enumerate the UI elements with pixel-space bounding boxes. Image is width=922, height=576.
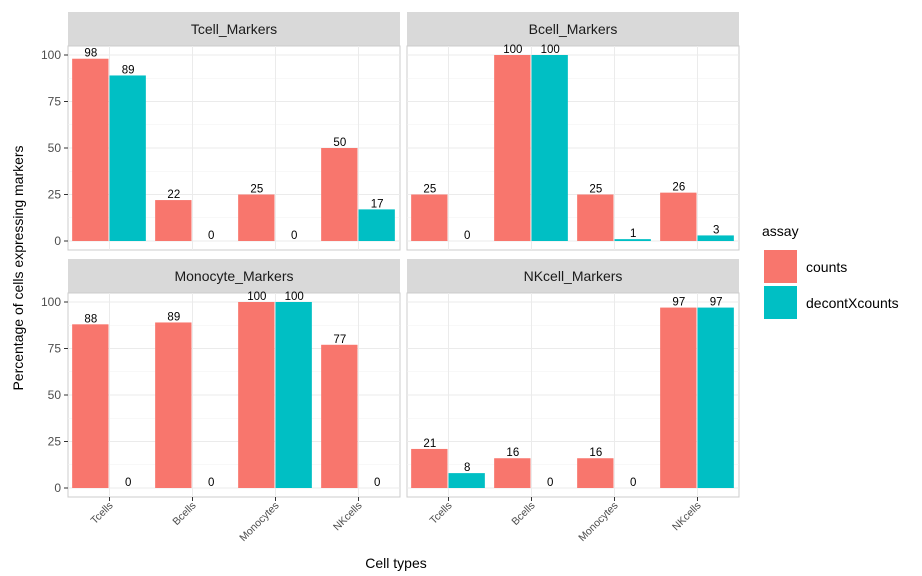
bar-decontxcounts <box>448 473 485 488</box>
y-tick-label: 0 <box>54 481 61 495</box>
bar-decontxcounts <box>531 55 568 241</box>
y-tick-label: 50 <box>48 141 62 155</box>
bar-counts <box>411 448 448 488</box>
facet-strip-label: NKcell_Markers <box>524 268 623 284</box>
x-tick-label: Bcells <box>170 500 198 528</box>
x-tick-label: Monocytes <box>576 500 620 544</box>
facet-panel: Tcell_Markers 98 22 25 50 89 0 0 17 0 25 50 75 100 <box>41 12 401 251</box>
bar-value-label: 100 <box>247 291 266 303</box>
bar-value-label: 22 <box>167 189 180 201</box>
facet-strip <box>68 259 400 293</box>
bar-value-label: 0 <box>464 230 470 242</box>
bar-counts <box>660 192 697 241</box>
facet-strip <box>407 259 739 293</box>
bar-decontxcounts <box>275 302 312 488</box>
bar-counts <box>494 458 531 488</box>
y-axis-title: Percentage of cells expressing markers <box>10 145 26 390</box>
bar-value-label: 97 <box>710 297 723 309</box>
legend: assay counts decontXcounts <box>762 223 899 319</box>
bar-decontxcounts <box>614 239 651 241</box>
bar-value-label: 50 <box>333 137 346 149</box>
bar-value-label: 100 <box>503 44 522 56</box>
bar-value-label: 16 <box>506 447 519 459</box>
bar-counts <box>660 307 697 488</box>
bar-value-label: 0 <box>291 230 297 242</box>
y-tick-label: 25 <box>48 435 62 449</box>
x-axis-title: Cell types <box>365 555 426 571</box>
facet-panel: NKcell_Markers 21 16 16 97 8 0 0 97 Tcells Bcells M… <box>406 259 740 544</box>
x-tick-label: Bcells <box>509 500 537 528</box>
x-tick-label: NKcells <box>670 500 704 534</box>
bar-value-label: 98 <box>84 48 97 60</box>
legend-label-decontxcounts: decontXcounts <box>806 295 899 311</box>
bar-value-label: 0 <box>630 477 636 489</box>
bar-value-label: 0 <box>208 477 214 489</box>
y-tick-label: 0 <box>54 234 61 248</box>
bar-value-label: 89 <box>167 311 180 323</box>
bar-counts <box>155 200 192 241</box>
facet-strip <box>407 12 739 46</box>
legend-swatch-decontxcounts <box>764 286 797 319</box>
y-tick-label: 25 <box>48 188 62 202</box>
bar-value-label: 100 <box>541 44 560 56</box>
bar-value-label: 89 <box>122 64 135 76</box>
bar-value-label: 1 <box>630 228 636 240</box>
x-tick-label: Monocytes <box>237 500 281 544</box>
bar-decontxcounts <box>358 209 395 241</box>
facet-strip-label: Monocyte_Markers <box>174 268 293 284</box>
legend-title: assay <box>762 223 799 239</box>
bar-counts <box>155 322 192 488</box>
bar-counts <box>321 344 358 488</box>
bar-decontxcounts <box>697 307 734 488</box>
bar-value-label: 0 <box>208 230 214 242</box>
bar-value-label: 0 <box>374 477 380 489</box>
x-tick-label: NKcells <box>331 500 365 534</box>
bar-value-label: 8 <box>464 462 470 474</box>
facet-strip-label: Tcell_Markers <box>191 21 277 37</box>
bar-value-label: 16 <box>589 447 602 459</box>
bar-counts <box>494 55 531 241</box>
bar-decontxcounts <box>697 235 734 241</box>
bar-value-label: 26 <box>672 182 685 194</box>
bar-counts <box>577 458 614 488</box>
bar-counts <box>238 194 275 241</box>
facet-panel: Bcell_Markers 25 100 25 26 0 100 1 3 <box>406 12 740 251</box>
y-tick-label: 75 <box>48 95 62 109</box>
y-tick-label: 100 <box>41 295 61 309</box>
bar-counts <box>238 302 275 488</box>
facet-strip <box>68 12 400 46</box>
legend-label-counts: counts <box>806 259 847 275</box>
bar-counts <box>321 148 358 241</box>
bar-counts <box>72 324 109 488</box>
facet-strip-label: Bcell_Markers <box>529 21 618 37</box>
legend-swatch-counts <box>764 250 797 283</box>
bar-value-label: 0 <box>547 477 553 489</box>
bar-value-label: 25 <box>423 184 436 196</box>
x-tick-label: Tcells <box>428 500 455 527</box>
bar-value-label: 3 <box>713 224 719 236</box>
bar-value-label: 25 <box>250 184 263 196</box>
bar-value-label: 21 <box>423 438 436 450</box>
y-tick-label: 75 <box>48 342 62 356</box>
bar-decontxcounts <box>109 75 146 242</box>
bar-value-label: 0 <box>125 477 131 489</box>
facet-panel: Monocyte_Markers 88 89 100 77 0 0 100 0 0 25 50 75 10… <box>41 259 401 544</box>
bar-counts <box>411 194 448 241</box>
bar-value-label: 88 <box>84 313 97 325</box>
bar-value-label: 100 <box>285 291 304 303</box>
bar-value-label: 25 <box>589 184 602 196</box>
bar-value-label: 17 <box>371 198 384 210</box>
bar-counts <box>577 194 614 241</box>
bar-counts <box>72 58 109 241</box>
x-tick-label: Tcells <box>89 500 116 527</box>
y-tick-label: 100 <box>41 48 61 62</box>
bar-value-label: 77 <box>333 334 346 346</box>
bar-value-label: 97 <box>672 297 685 309</box>
y-tick-label: 50 <box>48 388 62 402</box>
